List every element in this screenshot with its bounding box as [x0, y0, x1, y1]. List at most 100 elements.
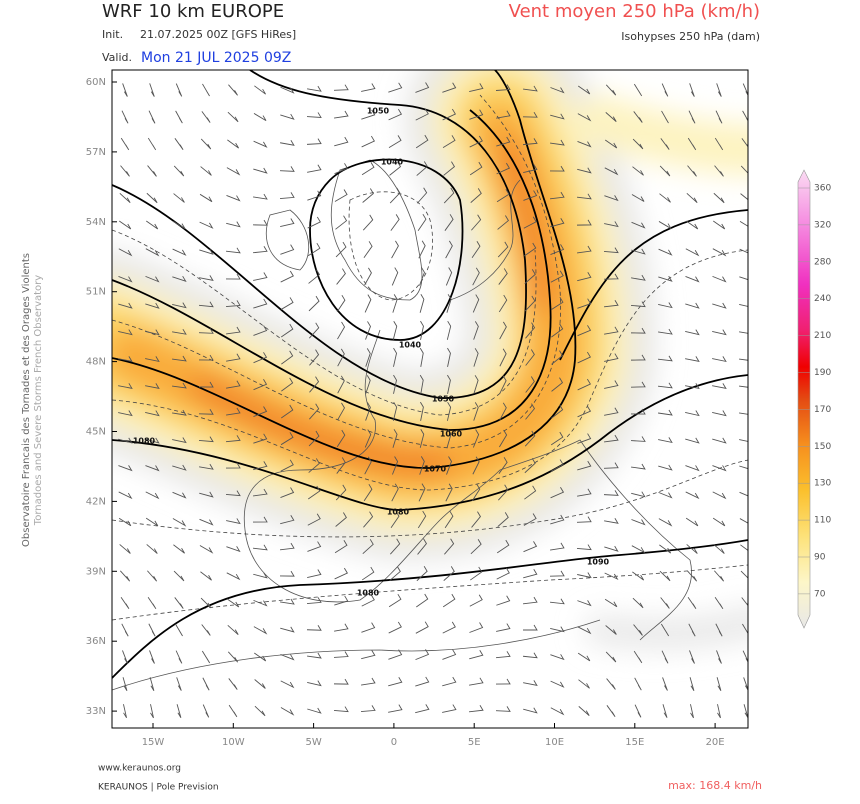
- wind-barb: [390, 510, 400, 529]
- wind-barb: [576, 193, 592, 200]
- contour-label: 1040: [381, 158, 404, 167]
- wind-barb: [739, 439, 748, 442]
- wind-barb: [198, 301, 214, 308]
- wind-barb: [226, 195, 241, 202]
- wind-barb: [145, 356, 160, 363]
- wind-barb: [550, 459, 564, 472]
- wind-barb: [523, 216, 537, 229]
- wind-barb: [523, 164, 538, 173]
- wind-barb: [469, 594, 483, 607]
- wind-barb: [714, 137, 724, 151]
- wind-barb: [659, 165, 671, 177]
- wind-barb: [632, 571, 645, 581]
- wind-barb: [334, 595, 349, 606]
- wind-barb: [661, 83, 669, 97]
- wind-barb: [496, 110, 511, 119]
- wind-barb: [118, 517, 132, 527]
- wind-barb: [227, 111, 239, 123]
- contour-label: 1070: [424, 465, 447, 474]
- wind-barb: [685, 491, 700, 500]
- wind-barb: [658, 248, 673, 256]
- wind-barb: [415, 82, 430, 93]
- wind-barb: [662, 677, 668, 691]
- wind-barb: [419, 374, 424, 394]
- wind-barb: [308, 295, 320, 312]
- wind-barb: [307, 707, 322, 714]
- wind-barb: [447, 374, 451, 394]
- wind-barb: [522, 596, 538, 605]
- wind-barb: [361, 162, 375, 176]
- wind-barb: [121, 110, 129, 124]
- wind-barb: [253, 113, 267, 121]
- wind-barb: [525, 376, 535, 393]
- wind-barb: [416, 566, 428, 582]
- wind-barb: [172, 220, 186, 230]
- wind-barb: [658, 409, 673, 416]
- wind-barb: [281, 377, 294, 392]
- wind-barb: [662, 704, 668, 718]
- lon-label: 0: [391, 737, 397, 748]
- wind-barb: [280, 270, 294, 283]
- wind-barb: [550, 680, 565, 688]
- wind-barb: [469, 622, 484, 633]
- wind-barb: [443, 161, 456, 176]
- wind-barb: [712, 275, 727, 283]
- wind-barb: [498, 457, 508, 474]
- wind-barb: [226, 353, 241, 362]
- wind-barb: [630, 381, 646, 388]
- wind-barb: [308, 458, 320, 473]
- wind-barb: [496, 567, 510, 580]
- wind-barb: [175, 83, 183, 97]
- wind-barb: [364, 456, 372, 475]
- wind-barb: [361, 650, 376, 660]
- wind-barb: [550, 244, 565, 256]
- wind-barb: [362, 188, 374, 203]
- wind-barb: [660, 138, 670, 150]
- wind-barb: [118, 410, 133, 417]
- colorbar-label: 150: [814, 442, 831, 452]
- wind-barb: [499, 375, 507, 394]
- wind-barb: [306, 112, 322, 118]
- wind-barb: [630, 408, 646, 415]
- wind-barb: [525, 349, 535, 366]
- wind-barb: [388, 82, 403, 93]
- wind-barb: [225, 300, 241, 307]
- valid-label: Valid.: [102, 51, 132, 64]
- wind-barb: [604, 167, 619, 176]
- wind-barb: [417, 538, 427, 555]
- wind-barb: [523, 190, 538, 201]
- wind-barb: [658, 464, 673, 471]
- wind-barb: [415, 134, 429, 149]
- wind-barb: [657, 355, 673, 362]
- wind-barb: [148, 623, 156, 637]
- wind-barb: [472, 267, 480, 286]
- wind-barb: [577, 460, 592, 471]
- wind-barb: [712, 517, 726, 527]
- wind-barb: [577, 245, 592, 254]
- wind-barb: [172, 491, 187, 499]
- wind-barb: [363, 241, 373, 258]
- lat-label: 48N: [86, 357, 106, 368]
- wind-barb: [280, 487, 295, 498]
- wind-barb: [473, 321, 479, 340]
- wind-barb: [361, 677, 376, 686]
- wind-barb: [577, 433, 592, 444]
- wind-barb: [713, 192, 725, 204]
- wind-barb: [688, 623, 696, 637]
- wind-barb: [442, 676, 457, 687]
- wind-barb: [118, 329, 133, 336]
- wind-barb: [446, 320, 452, 340]
- wind-barb: [447, 347, 451, 367]
- wind-barb: [657, 382, 673, 389]
- wind-barb: [146, 544, 158, 554]
- wind-barb: [360, 705, 376, 713]
- wind-barb: [337, 348, 345, 367]
- wind-barb: [390, 214, 400, 231]
- wind-barb: [308, 269, 321, 284]
- wind-barb: [445, 483, 453, 502]
- wind-barb: [496, 136, 511, 147]
- wind-barb: [603, 462, 619, 469]
- longitude-labels: 15W 10W 5W 0 5E 10E 15E 20E: [142, 723, 725, 748]
- wind-barb: [714, 165, 724, 177]
- wind-barb: [685, 302, 700, 309]
